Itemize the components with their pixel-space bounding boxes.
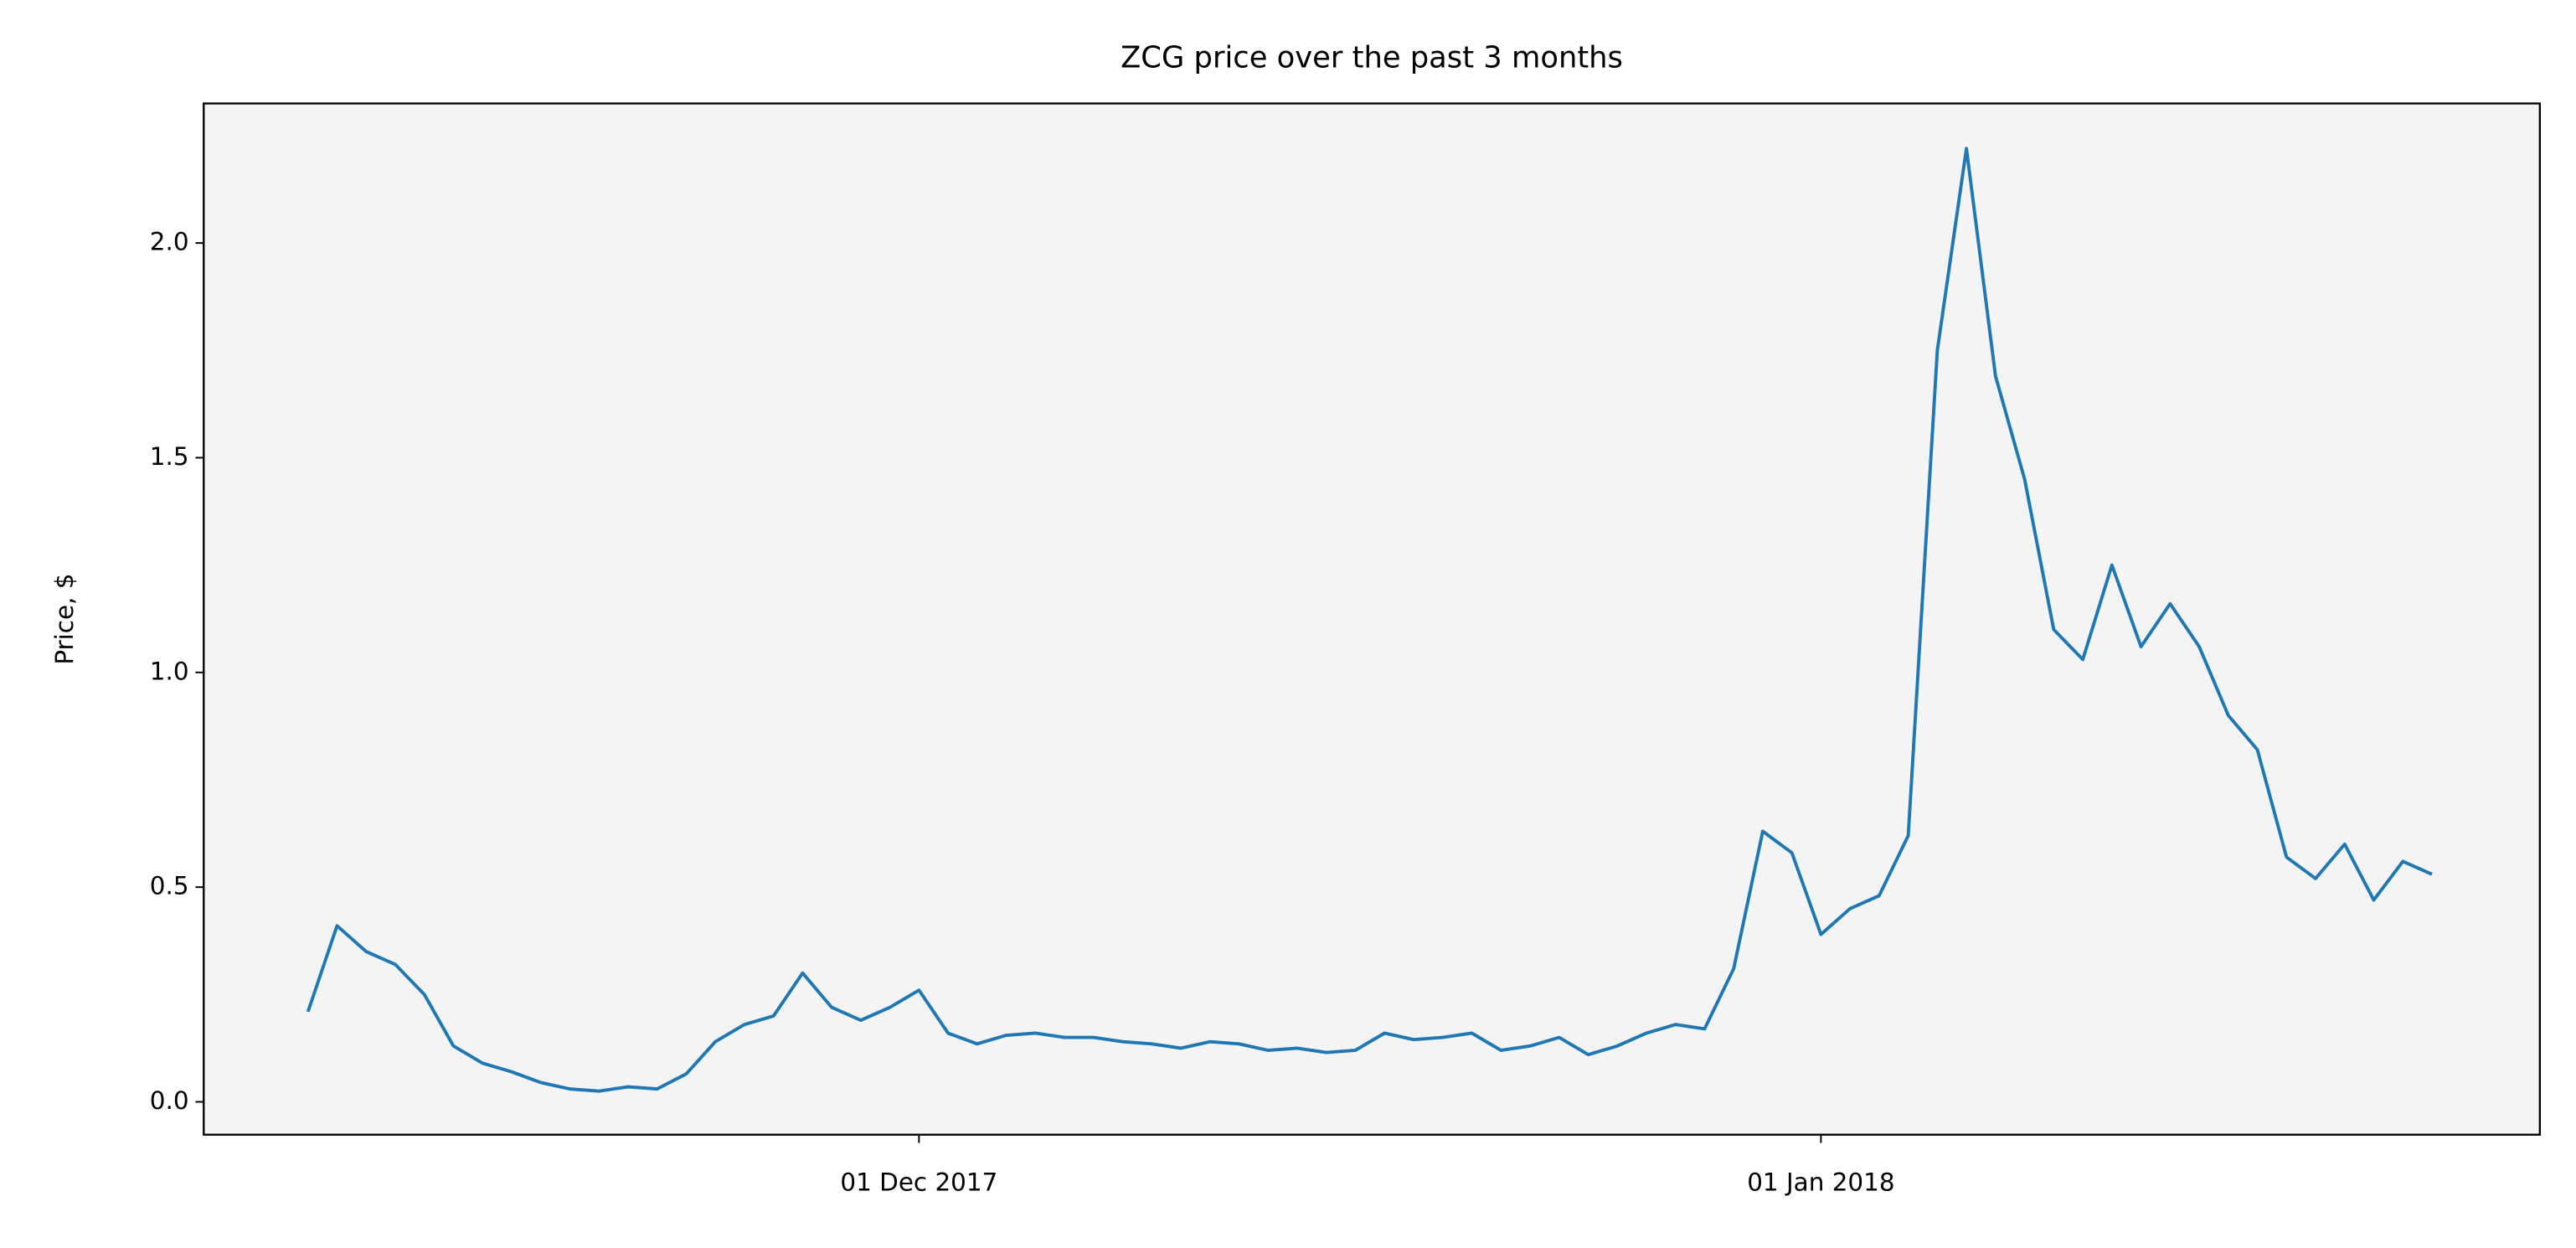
plot-frame: [203, 102, 2542, 1136]
y-tick-label: 1.5: [150, 442, 189, 471]
chart-title: ZCG price over the past 3 months: [1121, 41, 1623, 75]
y-tick-label: 0.5: [150, 872, 189, 900]
x-tick-label: 01 Jan 2018: [1747, 1168, 1894, 1196]
price-line: [306, 147, 2433, 1093]
plot-background: [204, 103, 2540, 1135]
y-tick-label: 1.0: [150, 657, 189, 685]
y-axis-label: Price, $: [50, 574, 79, 665]
y-tick-label: 2.0: [150, 228, 189, 256]
y-tick-label: 0.0: [150, 1086, 189, 1115]
x-tick-label: 01 Dec 2017: [840, 1168, 997, 1196]
